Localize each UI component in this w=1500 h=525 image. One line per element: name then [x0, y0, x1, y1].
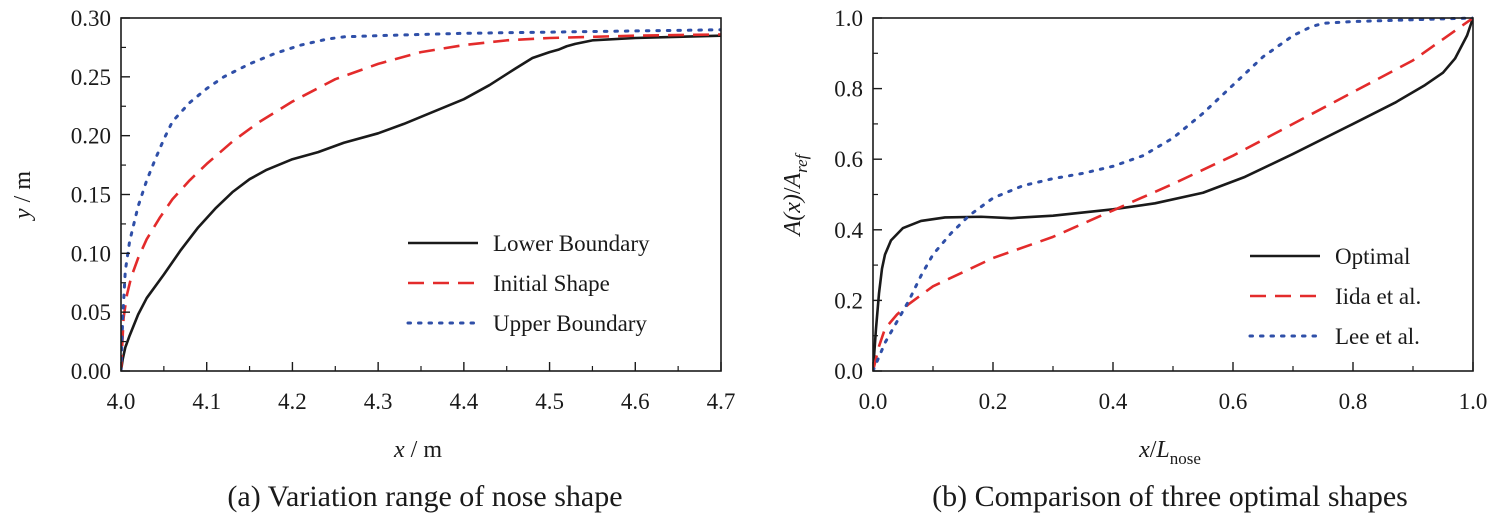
- y-tick-label: 0.20: [71, 124, 111, 149]
- y-tick-label: 0.05: [71, 300, 111, 325]
- legend-label: Initial Shape: [493, 271, 610, 296]
- x-tick-label: 4.2: [278, 389, 307, 414]
- series-line-lee-et-al: [873, 16, 1473, 371]
- plot-frame: [872, 17, 1474, 372]
- y-tick-label: 0.25: [71, 65, 111, 90]
- panel-caption: (a) Variation range of nose shape: [227, 480, 622, 513]
- x-tick-label: 0.2: [979, 389, 1008, 414]
- y-tick-label: 0.10: [71, 241, 111, 266]
- x-tick-label: 1.0: [1459, 389, 1488, 414]
- y-tick-label: 0.00: [71, 359, 111, 384]
- panel-a: 4.0 4.1 4.2 4.3 4.4 4.5 4.6 4.7 0.00 0.05 0.10 0.15…: [10, 6, 735, 513]
- y-axis-title-group: y / m: [10, 171, 36, 221]
- series-line-lower-boundary: [121, 34, 721, 371]
- x-tick-label: 0.4: [1099, 389, 1128, 414]
- legend-label: Optimal: [1335, 244, 1410, 269]
- y-tick-label: 0.6: [834, 147, 863, 172]
- series-line-upper-boundary: [121, 28, 721, 371]
- y-tick-label: 0.2: [834, 288, 863, 313]
- x-axis-title: x / m: [393, 437, 442, 463]
- y-tick-label: 0.30: [71, 6, 111, 31]
- y-axis-title: y / m: [10, 171, 36, 221]
- panel-b: 0.0 0.2 0.4 0.6 0.8 1.0 0.0 0.2 0.4 0.6 0.8 1.0 x/Ln…: [780, 6, 1487, 513]
- panel-caption: (b) Comparison of three optimal shapes: [932, 480, 1408, 513]
- x-tick-label: 0.6: [1219, 389, 1248, 414]
- series-group: [873, 16, 1473, 371]
- legend-label: Lee et al.: [1335, 324, 1420, 349]
- x-tick-label: 4.3: [364, 389, 393, 414]
- legend-label: Iida et al.: [1335, 284, 1421, 309]
- x-tick-label: 0.0: [859, 389, 888, 414]
- series-group: [121, 28, 721, 371]
- y-tick-label: 1.0: [834, 6, 863, 31]
- x-tick-label: 4.4: [449, 389, 478, 414]
- y-axis-title-group: A(x)/Aref: [780, 152, 811, 237]
- y-tick-label: 0.15: [71, 183, 111, 208]
- x-tick-label: 4.5: [535, 389, 564, 414]
- x-tick-label: 0.8: [1339, 389, 1368, 414]
- series-line-optimal: [873, 17, 1473, 371]
- x-tick-label: 4.1: [192, 389, 221, 414]
- y-tick-label: 0.4: [834, 218, 863, 243]
- x-tick-label: 4.6: [621, 389, 650, 414]
- legend-label: Lower Boundary: [493, 231, 650, 256]
- series-line-iida-et-al: [873, 16, 1473, 371]
- y-tick-label: 0.8: [834, 77, 863, 102]
- y-tick-label: 0.0: [834, 359, 863, 384]
- y-axis-title: A(x)/Aref: [780, 152, 811, 237]
- x-tick-label: 4.7: [707, 389, 736, 414]
- legend-label: Upper Boundary: [493, 311, 647, 336]
- series-line-initial-shape: [121, 33, 721, 371]
- x-tick-label: 4.0: [107, 389, 136, 414]
- x-axis-title: x/Lnose: [1138, 437, 1201, 468]
